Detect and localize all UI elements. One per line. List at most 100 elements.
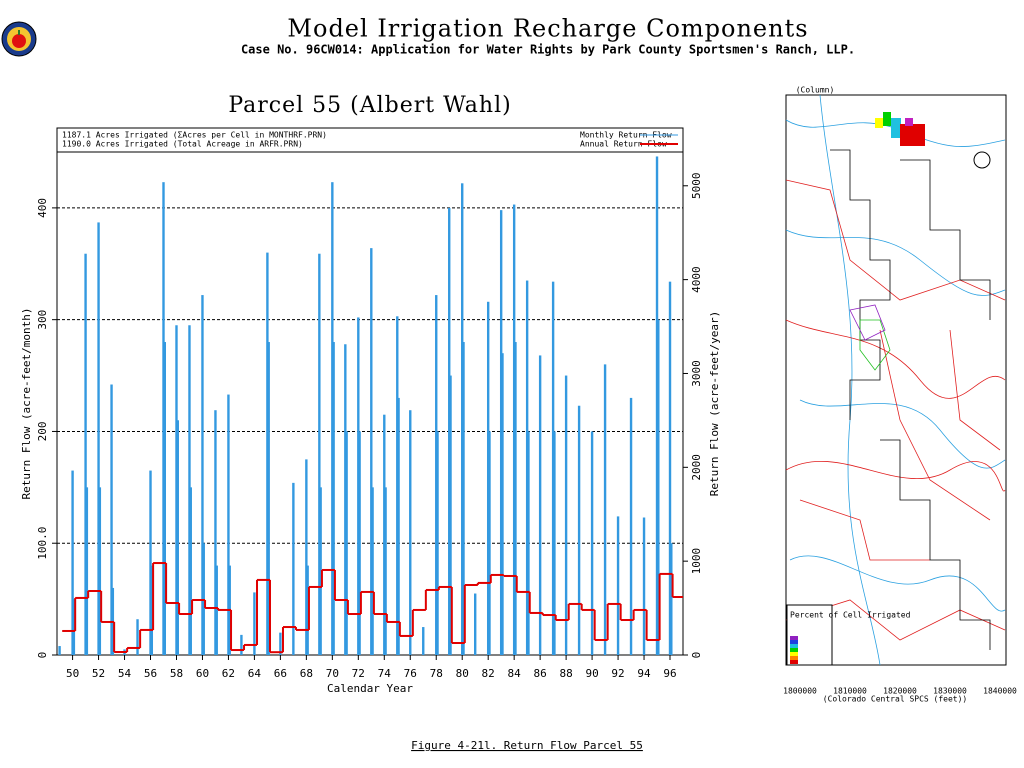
x-tick-label: 52 (92, 667, 105, 680)
bar (564, 375, 568, 655)
bar (97, 222, 100, 656)
bar (215, 565, 218, 655)
bar (331, 182, 334, 655)
bar (670, 543, 673, 655)
x-tick-label: 66 (274, 667, 287, 680)
map-x-axis-label: (Colorado Central SPCS (feet)) (823, 695, 968, 704)
bar (84, 253, 87, 655)
x-tick-label: 56 (144, 667, 157, 680)
x-tick-label: 60 (196, 667, 209, 680)
bar (371, 487, 374, 655)
bar (319, 487, 322, 655)
bar (85, 487, 89, 655)
bar (110, 384, 113, 655)
bar (422, 627, 425, 655)
x-tick-label: 84 (508, 667, 522, 680)
bar (305, 459, 308, 655)
x-tick-label: 86 (534, 667, 547, 680)
chart-title: Parcel 55 (Albert Wahl) (228, 93, 511, 118)
x-tick-label: 76 (404, 667, 417, 680)
y-tick-label: 200 (36, 422, 49, 442)
bar (436, 431, 439, 655)
bar (267, 342, 270, 655)
y2-tick-label: 3000 (690, 360, 703, 387)
bar (488, 431, 491, 655)
bar (668, 281, 672, 655)
bar (525, 280, 529, 655)
page-title: Model Irrigation Recharge Components (287, 15, 808, 43)
bar (486, 301, 490, 655)
bar (240, 634, 243, 655)
bar (461, 183, 464, 655)
page-subtitle: Case No. 96CW014: Application for Water … (241, 43, 855, 57)
bar (72, 599, 76, 655)
x-axis-label: Calendar Year (327, 682, 413, 695)
bar (149, 470, 152, 655)
bar (175, 325, 178, 655)
y2-tick-label: 5000 (690, 173, 703, 200)
y-tick-label: 0 (36, 652, 49, 659)
bar (253, 592, 256, 655)
x-tick-label: 78 (430, 667, 443, 680)
x-tick-label: 74 (378, 667, 392, 680)
bar (473, 593, 477, 655)
x-tick-label: 64 (248, 667, 262, 680)
bar (499, 210, 503, 655)
bar (358, 431, 361, 655)
map-column-label: (Column) (796, 86, 835, 95)
x-tick-label: 80 (456, 667, 469, 680)
y-tick-label: 100.0 (36, 527, 49, 560)
map-x-tick-label: 1840000 (983, 687, 1017, 696)
x-tick-label: 72 (352, 667, 365, 680)
bar (590, 431, 594, 655)
bar (527, 431, 530, 655)
bar (551, 281, 555, 655)
bar (514, 342, 517, 655)
map-x-tick-label: 1810000 (833, 687, 867, 696)
bar (163, 342, 166, 655)
bar (318, 253, 321, 655)
annotation: 1187.1 Acres Irrigated (ΣAcres per Cell … (62, 131, 327, 140)
x-tick-label: 50 (66, 667, 79, 680)
bar (201, 295, 204, 655)
legend-label: Annual Return Flow (580, 140, 667, 149)
map-x-tick-label: 1800000 (783, 687, 817, 696)
bar (435, 295, 438, 655)
x-tick-label: 92 (611, 667, 624, 680)
figure-caption: Figure 4-21l. Return Flow Parcel 55 (411, 739, 643, 752)
bar (176, 420, 179, 655)
y-tick-label: 400 (36, 198, 49, 218)
x-tick-label: 96 (663, 667, 676, 680)
bar (357, 317, 360, 655)
x-tick-label: 58 (170, 667, 183, 680)
bar (58, 646, 61, 655)
bar (501, 353, 504, 655)
y2-axis-label: Return Flow (acre-feet/year) (708, 311, 721, 496)
bar (383, 414, 386, 655)
bar (279, 632, 282, 655)
bar (603, 364, 607, 655)
y2-tick-label: 0 (690, 652, 703, 659)
bar (655, 156, 659, 655)
x-tick-label: 94 (637, 667, 651, 680)
bar (162, 182, 165, 655)
map: Percent of Cell Irrigated (Column) (Colo… (783, 86, 1017, 704)
y2-tick-label: 4000 (690, 266, 703, 293)
bar (448, 207, 451, 655)
map-legend-title: Percent of Cell Irrigated (790, 611, 911, 620)
bar (227, 394, 230, 655)
x-tick-label: 82 (482, 667, 495, 680)
map-x-tick-label: 1820000 (883, 687, 917, 696)
bar (71, 470, 74, 655)
y-tick-label: 300 (36, 310, 49, 330)
y2-tick-label: 2000 (690, 454, 703, 481)
x-tick-label: 68 (300, 667, 313, 680)
map-x-tick-label: 1830000 (933, 687, 967, 696)
bar (384, 487, 387, 655)
annotation: 1190.0 Acres Irrigated (Total Acreage in… (62, 140, 303, 149)
bar (397, 397, 400, 655)
bar (370, 248, 373, 655)
x-tick-label: 54 (118, 667, 132, 680)
